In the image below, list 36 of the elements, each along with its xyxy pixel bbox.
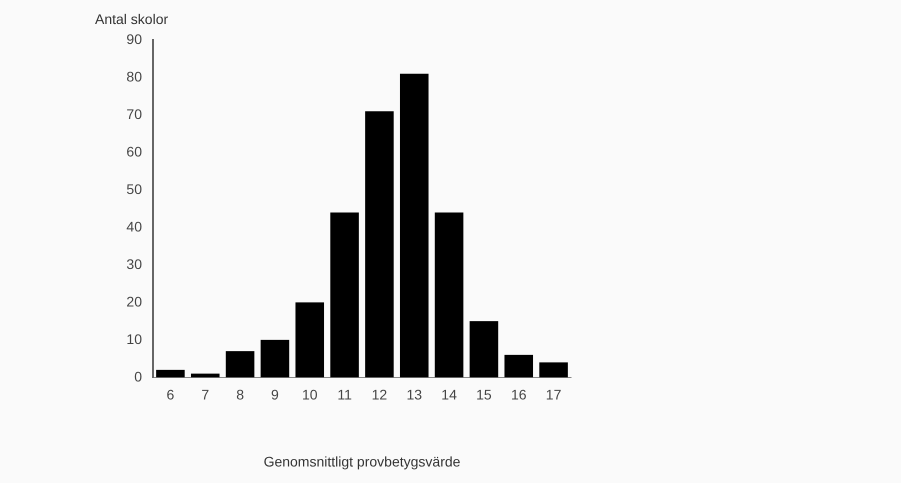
bar (156, 370, 185, 378)
y-tick-label: 50 (126, 180, 142, 197)
x-axis-title: Genomsnittligt provbetygsvärde (264, 453, 461, 470)
bar (190, 374, 220, 378)
y-tick-label: 80 (126, 68, 142, 84)
bar (365, 111, 394, 378)
bar (400, 74, 429, 378)
bar (260, 340, 290, 378)
bar (330, 212, 359, 378)
y-tick-label: 40 (126, 218, 142, 234)
x-tick-label: 6 (166, 386, 175, 403)
y-tick-label: 90 (126, 30, 142, 47)
bar (434, 212, 464, 378)
x-tick-label: 16 (510, 386, 527, 403)
x-tick-label: 15 (476, 386, 492, 403)
y-tick-label: 70 (126, 106, 142, 122)
x-tick-label: 8 (236, 386, 244, 403)
x-tick-label: 10 (302, 386, 318, 403)
x-tick-label: 11 (337, 386, 352, 403)
y-axis-title: Antal skolor (95, 10, 168, 27)
bar (504, 354, 534, 378)
x-tick-label: 17 (546, 386, 562, 403)
x-tick-label: 12 (372, 386, 388, 403)
y-tick-label: 20 (126, 293, 142, 310)
bar (295, 302, 324, 378)
y-tick-label: 0 (134, 368, 142, 384)
x-tick-label: 14 (441, 386, 458, 403)
y-tick-label: 60 (126, 143, 142, 160)
x-tick-label: 7 (201, 386, 210, 403)
bar (470, 321, 498, 378)
y-tick-label: 10 (126, 330, 142, 347)
y-tick-label: 30 (126, 256, 142, 272)
bar (539, 362, 568, 378)
x-tick-label: 13 (406, 386, 422, 403)
bar (226, 351, 254, 378)
x-tick-label: 9 (271, 386, 280, 403)
